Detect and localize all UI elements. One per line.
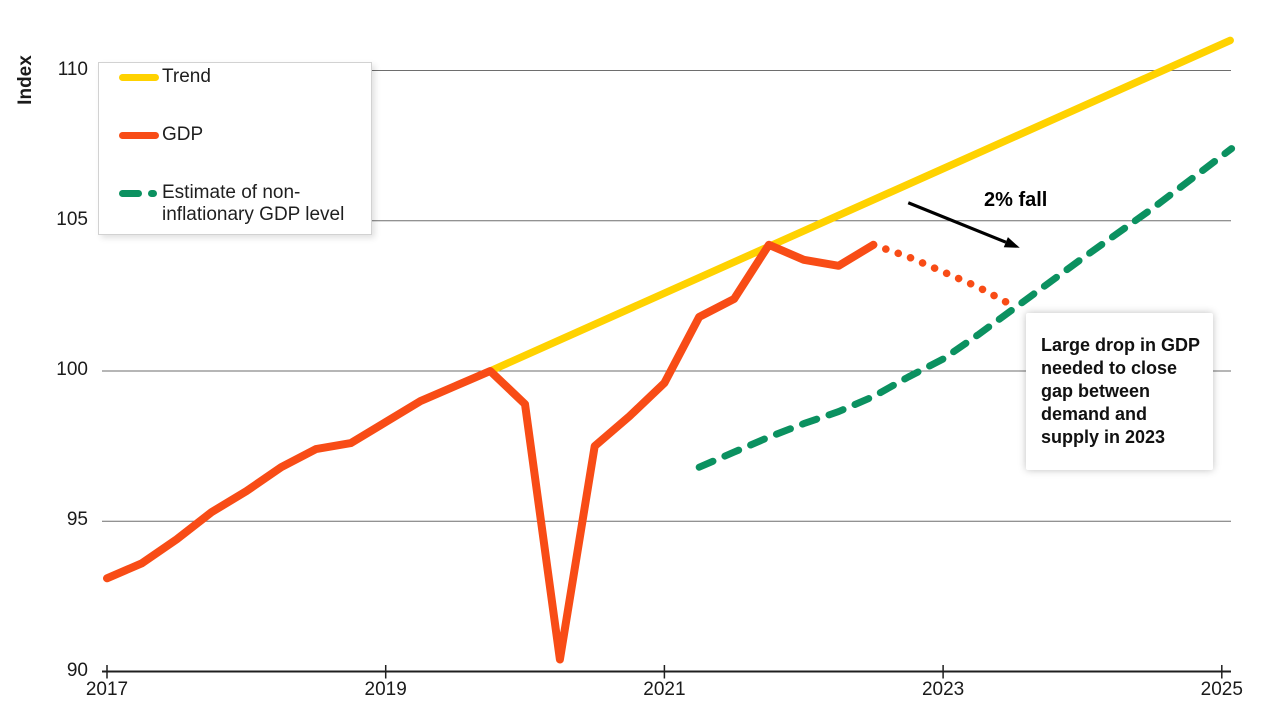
legend-item-gdp: GDP (119, 124, 371, 146)
x-tick-label: 2025 (1200, 679, 1243, 700)
trend-line-swatch (119, 73, 159, 81)
legend-label-gdp: GDP (162, 124, 204, 145)
x-tick-label: 2019 (364, 679, 407, 700)
gdp-line-swatch (119, 131, 159, 139)
x-tick-label: 2023 (921, 679, 965, 700)
series-gdp-dotted (869, 241, 1021, 312)
legend-item-estimate: Estimate of non- inflationary GDP level (119, 182, 371, 226)
y-tick-label: 100 (56, 359, 88, 380)
series-gdp (103, 240, 878, 664)
legend-label-trend: Trend (162, 66, 211, 87)
y-tick-label: 105 (56, 208, 88, 230)
y-tick-label: 90 (66, 659, 88, 681)
annotation-arrow-line (907, 201, 1007, 244)
estimate-dashed-swatch (119, 190, 159, 197)
annotation-arrow-head (1003, 237, 1020, 248)
annotation-2-percent-fall: 2% fall (984, 189, 1048, 211)
legend-label-estimate: Estimate of non- inflationary GDP level (162, 182, 345, 225)
series-estimate (695, 145, 1236, 471)
y-tick-label: 95 (66, 509, 88, 531)
series-trend (486, 36, 1234, 375)
x-tick-label: 2017 (85, 679, 129, 700)
legend: Trend GDP Estimate of non- inflationary … (98, 62, 372, 235)
annotation-textbox: Large drop in GDP needed to close gap be… (1026, 313, 1213, 470)
y-tick-label: 110 (57, 58, 88, 80)
x-tick-label: 2021 (643, 679, 686, 700)
legend-item-trend: Trend (119, 66, 371, 88)
